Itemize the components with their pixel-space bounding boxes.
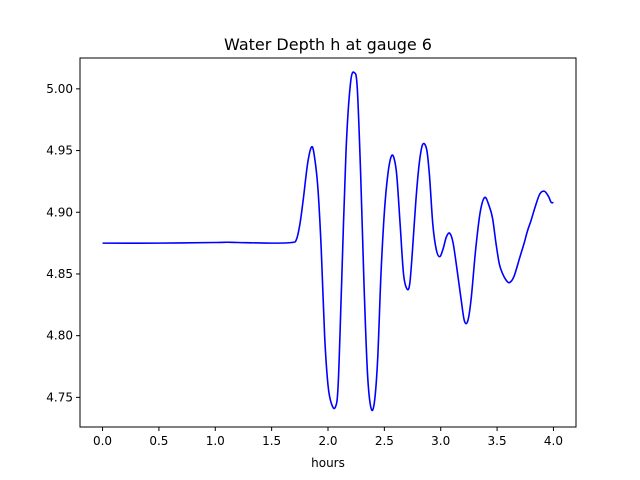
y-axis-ticks: 4.75 4.80 4.85 4.90 4.95 5.00 (46, 82, 80, 404)
x-tick-label: 0.0 (93, 434, 112, 448)
x-axis-ticks: 0.0 0.5 1.0 1.5 2.0 2.5 3.0 3.5 4.0 (93, 427, 563, 448)
x-tick-label: 1.5 (262, 434, 281, 448)
water-depth-line (102, 71, 554, 412)
chart-title: Water Depth h at gauge 6 (224, 35, 432, 54)
y-tick-label: 4.90 (46, 205, 73, 219)
y-tick-label: 4.95 (46, 144, 73, 158)
x-tick-label: 2.5 (375, 434, 394, 448)
x-tick-label: 2.0 (318, 434, 337, 448)
x-tick-label: 0.5 (149, 434, 168, 448)
x-tick-label: 4.0 (544, 434, 563, 448)
y-tick-label: 4.75 (46, 390, 73, 404)
y-tick-label: 4.85 (46, 267, 73, 281)
x-tick-label: 1.0 (206, 434, 225, 448)
x-axis-label: hours (311, 456, 345, 470)
y-tick-label: 5.00 (46, 82, 73, 96)
x-tick-label: 3.5 (488, 434, 507, 448)
plot-frame (79, 57, 577, 428)
y-tick-label: 4.80 (46, 329, 73, 343)
x-tick-label: 3.0 (431, 434, 450, 448)
